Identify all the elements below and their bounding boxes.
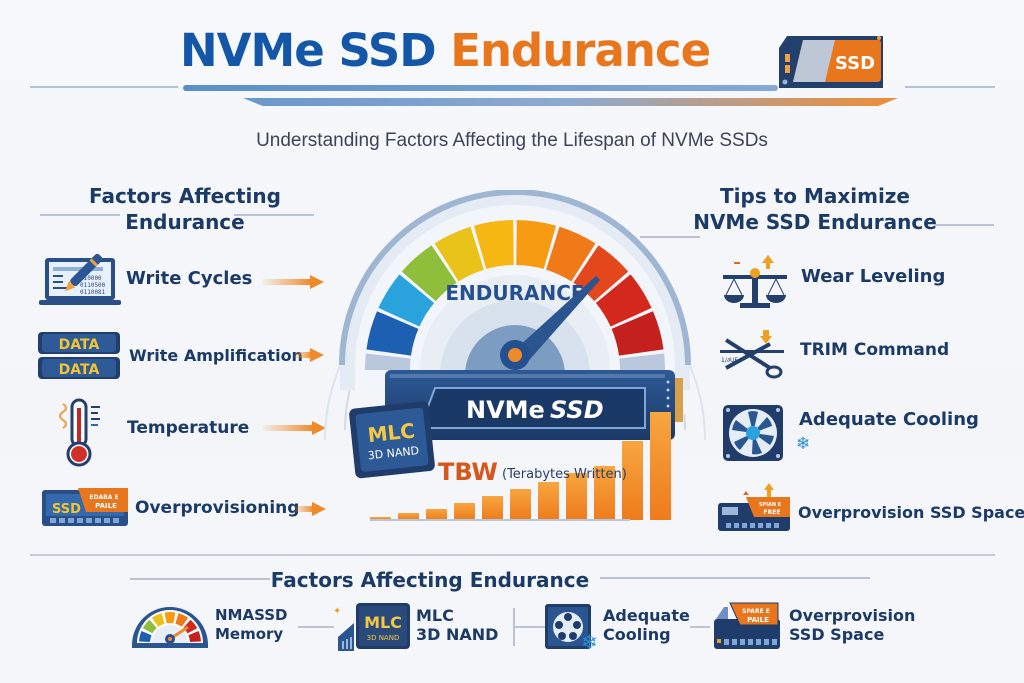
footer-separator [513, 608, 515, 646]
title-underline-gradient [243, 98, 898, 106]
fan-icon [722, 404, 784, 462]
right-panel-heading: Tips to Maximize NVMe SSD Endurance [690, 183, 940, 235]
laptop-pencil-icon: 210000 0110500 0110081 [36, 250, 124, 310]
scissors-icon: 1/∂UE [718, 330, 792, 382]
svg-text:3D NAND: 3D NAND [367, 634, 400, 642]
svg-text:SPARE E: SPARE E [742, 608, 770, 615]
svg-text:MLC: MLC [366, 418, 416, 447]
arrow-right-icon [294, 348, 324, 362]
footer-heading-rule-left [130, 578, 270, 580]
footer-connector [515, 626, 545, 628]
arrow-right-icon [294, 502, 326, 516]
tbw-label: TBW [438, 458, 498, 486]
svg-text:❄: ❄ [581, 630, 598, 651]
footer-connector [690, 626, 710, 628]
right-heading-line2: NVMe SSD Endurance [693, 210, 937, 234]
factor-temperature: Temperature [127, 418, 250, 438]
factor-write-amplification: Write Amplification [129, 346, 303, 365]
svg-text:DATA: DATA [59, 362, 100, 378]
mlc-chip-icon: MLC 3D NAND [349, 401, 435, 479]
ssd-spare-icon: SSD EDABA E PAILE [40, 486, 130, 530]
svg-text:210000: 210000 [80, 275, 102, 282]
gauge-icon [130, 597, 210, 649]
chip-icon: MLC 3D NAND [338, 603, 410, 651]
footer-item-line1: Overprovision [789, 606, 916, 625]
title-rule-left [30, 86, 178, 88]
footer-item-mlc-3d-nand: MLC 3D NAND [416, 606, 498, 644]
gauge-label: ENDURANCE [445, 281, 584, 305]
left-heading-line1: Factors Affecting [89, 184, 281, 208]
left-heading-rule-right [234, 214, 314, 216]
fan-icon: ❄ [544, 603, 602, 654]
tip-wear-leveling: Wear Leveling [801, 266, 946, 287]
footer-item-line2: 3D NAND [416, 625, 499, 644]
svg-text:NVMe: NVMe [466, 396, 545, 424]
right-heading-line1: Tips to Maximize [720, 184, 910, 208]
title-rule-right [905, 86, 995, 88]
left-heading-rule-left [40, 214, 120, 216]
balance-scale-icon [720, 255, 790, 311]
left-panel-heading: Factors Affecting Endurance [70, 183, 300, 235]
svg-text:DATA: DATA [59, 337, 100, 353]
tip-overprovision-ssd-space: Overprovision SSD Space [798, 503, 1024, 522]
footer-item-overprovision-ssd-space: Overprovision SSD Space [789, 606, 915, 644]
snowflake-icon: ❄ [796, 434, 811, 454]
svg-text:FREE: FREE [764, 509, 781, 516]
svg-text:EDABA E: EDABA E [89, 494, 118, 501]
footer-heading-rule-right [600, 577, 870, 579]
gauge-color-segments [365, 220, 665, 370]
footer-item-nmassd-memory: NMASSD Memory [215, 606, 287, 644]
factor-write-cycles: Write Cycles [126, 268, 253, 289]
left-heading-line2: Endurance [125, 210, 245, 234]
svg-text:SSD: SSD [550, 396, 604, 424]
footer-item-line2: SSD Space [789, 625, 885, 644]
svg-text:SPIAN E: SPIAN E [759, 502, 782, 508]
title-endurance: Endurance [450, 24, 711, 77]
factor-overprovisioning: Overprovisioning [135, 498, 300, 518]
footer-heading: Factors Affecting Endurance [270, 568, 590, 592]
right-heading-rule-left [640, 236, 700, 238]
ssd-badge-icon: SSD [775, 32, 885, 92]
data-stack-icon: DATA DATA [36, 330, 122, 382]
svg-text:PAILE: PAILE [95, 502, 117, 510]
footer-item-adequate-cooling: Adequate Cooling [603, 606, 690, 644]
svg-text:SSD: SSD [835, 53, 875, 74]
tbw-sub-label: (Terabytes Written) [502, 467, 627, 482]
ssd-spare-icon: SPIAN E FREE [716, 483, 792, 533]
footer-divider [30, 554, 995, 556]
footer-item-line2: Cooling [603, 625, 671, 644]
svg-text:1/∂UE: 1/∂UE [721, 357, 738, 364]
svg-text:SSD: SSD [52, 502, 81, 517]
footer-item-line1: MLC [416, 606, 454, 625]
tip-adequate-cooling: Adequate Cooling [799, 409, 979, 430]
footer-item-line1: Adequate [603, 606, 690, 625]
footer-item-line2: Memory [215, 625, 284, 643]
title-underline-blue [183, 85, 778, 91]
right-heading-rule [934, 224, 994, 226]
page-title: NVMe SSD Endurance [180, 24, 780, 84]
svg-text:MLC: MLC [364, 613, 402, 632]
tbw-bar-chart [370, 412, 671, 520]
title-nvme-ssd: NVMe SSD [180, 24, 437, 77]
tip-trim-command: TRIM Command [800, 340, 950, 360]
subtitle: Understanding Factors Affecting the Life… [256, 130, 768, 151]
ssd-spare-icon: SPARE E PAILE [712, 601, 784, 651]
svg-text:0110081: 0110081 [80, 289, 106, 296]
endurance-gauge: ENDURANCE NVMe SSD TBW (Terabytes Writte… [300, 189, 730, 530]
footer-connector [298, 626, 334, 628]
svg-text:0110500: 0110500 [80, 282, 106, 289]
svg-text:3D NAND: 3D NAND [367, 444, 419, 462]
arrow-right-icon [262, 421, 326, 435]
svg-text:PAILE: PAILE [747, 616, 769, 624]
thermometer-icon [55, 398, 110, 468]
arrow-right-icon [262, 275, 324, 289]
sparkle-icon: ✦ [333, 606, 342, 617]
footer-item-line1: NMASSD [215, 606, 288, 624]
